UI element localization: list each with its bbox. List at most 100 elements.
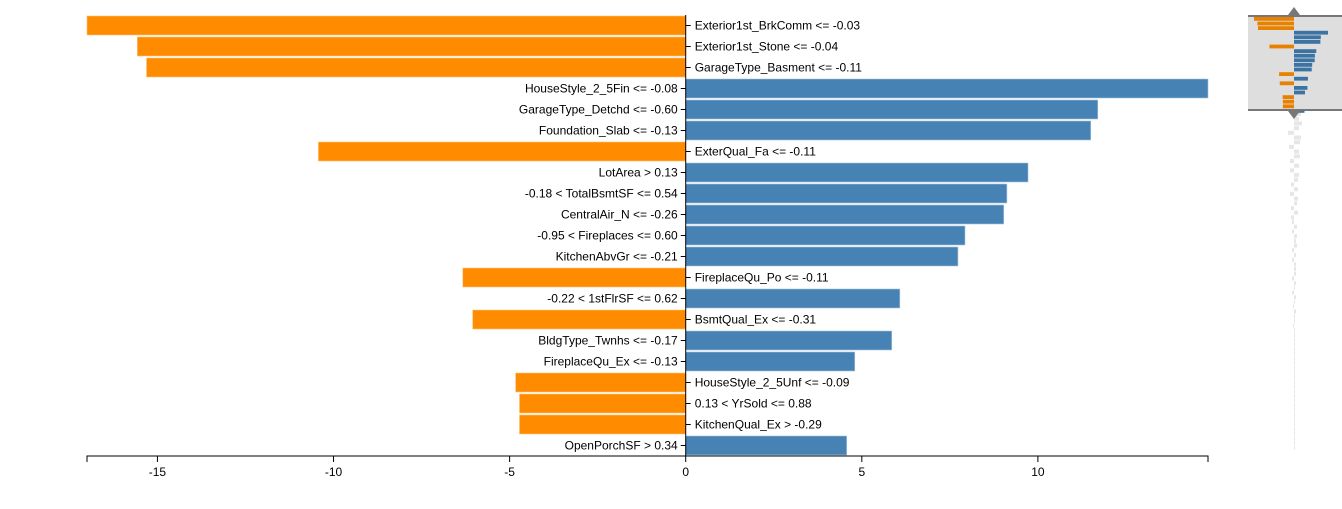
minimap-faded-bar-51	[1294, 351, 1295, 356]
bar-label-11: KitchenAbvGr <= -0.21	[556, 250, 678, 264]
minimap-faded-bar-20	[1291, 206, 1294, 210]
minimap-faded-bar-31	[1292, 257, 1294, 262]
minimap-faded-bar-21	[1294, 210, 1298, 215]
minimap-faded-bar-22	[1291, 215, 1294, 220]
minimap-faded-bar-67	[1294, 426, 1295, 431]
minimap-faded-bar-26	[1294, 234, 1297, 239]
minimap-faded-bar-12	[1290, 168, 1294, 173]
minimap-faded-bar-44	[1294, 318, 1295, 323]
bar-label-8: -0.18 < TotalBsmtSF <= 0.54	[525, 187, 678, 201]
minimap-faded-bar-62	[1294, 403, 1295, 408]
bar-label-5: Foundation_Slab <= -0.13	[539, 124, 678, 138]
x-axis-domain	[86, 455, 1209, 462]
minimap-faded-bar-41	[1293, 304, 1294, 309]
bar-label-7: LotArea > 0.13	[599, 166, 678, 180]
minimap-bar-7	[1294, 49, 1317, 53]
minimap-faded-bar-18	[1294, 196, 1298, 201]
minimap-faded-bar-53	[1294, 361, 1295, 366]
minimap-bar-19	[1282, 104, 1294, 109]
minimap-bar-14	[1279, 81, 1294, 86]
minimap-bar-5	[1294, 40, 1321, 44]
minimap-faded-bar-64	[1294, 412, 1295, 417]
minimap-faded-bar-3	[1294, 126, 1299, 131]
minimap-faded-bar-33	[1294, 267, 1296, 272]
bar-label-20: OpenPorchSF > 0.34	[565, 439, 678, 453]
minimap-drag-handle-up-icon[interactable]	[1288, 7, 1300, 15]
minimap-faded-bar-69	[1294, 436, 1295, 441]
minimap-bar-12	[1279, 72, 1294, 76]
minimap-bar-2	[1257, 26, 1294, 30]
minimap-faded-bar-52	[1294, 356, 1295, 361]
minimap-faded-bar-15	[1291, 182, 1294, 187]
minimap-bar-17	[1282, 95, 1294, 99]
bar-label-19: KitchenQual_Ex > -0.29	[695, 418, 822, 432]
minimap-faded-bar-50	[1294, 347, 1295, 351]
minimap-faded-bar-47	[1294, 332, 1295, 337]
minimap-bar-13	[1294, 76, 1308, 81]
minimap-bar-6	[1269, 44, 1294, 49]
minimap-faded-bar-66	[1294, 422, 1295, 427]
minimap-faded-bar-55	[1294, 370, 1295, 375]
minimap-faded-bar-34	[1294, 271, 1296, 276]
minimap-bar-8	[1294, 53, 1315, 58]
bar-label-18: 0.13 < YrSold <= 0.88	[695, 397, 812, 411]
bar-label-6: ExterQual_Fa <= -0.11	[695, 145, 817, 159]
minimap-faded-bar-6	[1294, 140, 1300, 145]
minimap-faded-bar-35	[1292, 276, 1294, 281]
bar-label-4: GarageType_Detchd <= -0.60	[519, 103, 678, 117]
minimap-bar-9	[1294, 58, 1315, 63]
minimap-faded-bar-42	[1294, 309, 1296, 314]
minimap-bar-10	[1294, 63, 1313, 67]
bar-label-9: CentralAir_N <= -0.26	[561, 208, 678, 222]
minimap-bar-18	[1282, 99, 1294, 104]
minimap-drag-handle-down-icon[interactable]	[1288, 111, 1300, 119]
bar-label-1: Exterior1st_Stone <= -0.04	[695, 40, 839, 54]
bar-label-12: FireplaceQu_Po <= -0.11	[695, 271, 829, 285]
minimap-faded-bar-23	[1292, 220, 1294, 225]
minimap-faded-bar-39	[1294, 295, 1296, 300]
x-tick-label-0: -15	[149, 465, 167, 479]
minimap-faded-bar-29	[1292, 248, 1294, 253]
minimap-faded-bar-48	[1294, 337, 1295, 342]
minimap-faded-bar-58	[1294, 384, 1295, 389]
minimap-faded-bar-57	[1294, 379, 1295, 384]
minimap-faded-bar-7	[1289, 144, 1294, 149]
bar-label-2: GarageType_Basment <= -0.11	[695, 61, 863, 75]
minimap-faded-bar-2	[1294, 121, 1302, 126]
bar-label-17: HouseStyle_2_5Unf <= -0.09	[695, 376, 850, 390]
minimap-faded-bar-32	[1294, 262, 1296, 267]
minimap-faded-bar-1	[1294, 116, 1299, 121]
minimap-faded-bar-27	[1294, 238, 1296, 243]
minimap-faded-bar-56	[1294, 375, 1295, 380]
minimap-faded-bar-10	[1290, 159, 1294, 163]
minimap-faded-bar-38	[1292, 290, 1294, 295]
minimap-bar-3	[1294, 30, 1328, 35]
minimap-faded-bar-43	[1294, 314, 1295, 319]
minimap-bar-16	[1294, 90, 1306, 95]
x-axis: -15 -10 -5 0 5 10	[86, 455, 1209, 479]
minimap-faded-bar-65	[1294, 417, 1295, 422]
minimap-faded-bar-8	[1294, 149, 1299, 154]
x-tick-label-1: -10	[325, 465, 343, 479]
minimap-faded-bar-60	[1294, 394, 1295, 398]
minimap-faded-bar-40	[1294, 300, 1295, 304]
minimap-faded-bar-54	[1294, 365, 1295, 370]
minimap-faded-bar-68	[1294, 431, 1295, 436]
minimap-faded-bar-36	[1294, 281, 1296, 286]
minimap-bar-0	[1254, 17, 1294, 21]
minimap-faded-bar-30	[1294, 253, 1296, 257]
minimap-faded-bar-63	[1294, 408, 1295, 413]
minimap-faded-bar-13	[1294, 173, 1299, 178]
minimap-faded-bar-4	[1288, 130, 1294, 135]
bar-label-14: BsmtQual_Ex <= -0.31	[695, 313, 817, 327]
x-tick-label-4: 5	[858, 465, 865, 479]
x-tick-label-3: 0	[682, 465, 689, 479]
minimap-faded-bar-46	[1294, 328, 1295, 333]
minimap-faded-bar-61	[1294, 398, 1295, 403]
minimap-faded-bar-59	[1294, 389, 1295, 394]
minimap-faded-bar-45	[1293, 323, 1294, 328]
minimap-faded-bar-19	[1294, 201, 1297, 206]
x-tick-label-2: -5	[504, 465, 515, 479]
